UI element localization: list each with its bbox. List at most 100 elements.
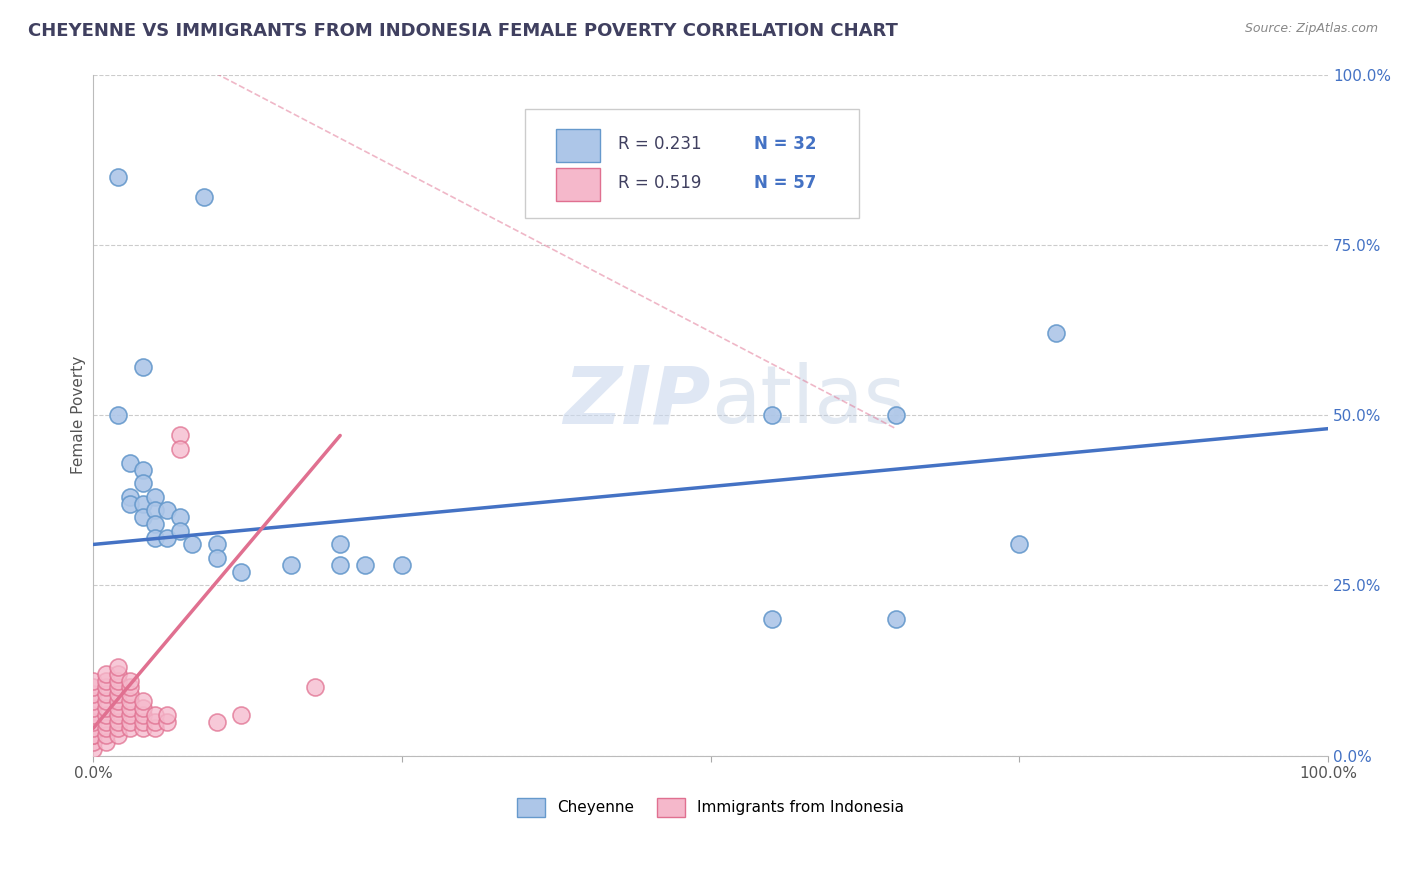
- Legend: Cheyenne, Immigrants from Indonesia: Cheyenne, Immigrants from Indonesia: [512, 792, 910, 822]
- Point: [193, 190, 215, 204]
- Point: [107, 694, 129, 708]
- Point: [354, 558, 377, 572]
- Point: [143, 722, 166, 736]
- Point: [169, 428, 191, 442]
- Point: [94, 681, 117, 695]
- Point: [131, 714, 153, 729]
- Point: [131, 707, 153, 722]
- Text: ZIP: ZIP: [564, 362, 710, 441]
- Point: [761, 612, 783, 626]
- Point: [94, 714, 117, 729]
- Text: R = 0.231: R = 0.231: [619, 135, 702, 153]
- Point: [107, 714, 129, 729]
- Point: [107, 681, 129, 695]
- Point: [107, 408, 129, 422]
- Point: [82, 735, 104, 749]
- Point: [761, 408, 783, 422]
- Point: [82, 728, 104, 742]
- Point: [156, 503, 179, 517]
- Point: [120, 456, 142, 470]
- Point: [156, 707, 179, 722]
- Point: [884, 612, 907, 626]
- Point: [143, 490, 166, 504]
- Point: [120, 722, 142, 736]
- Point: [131, 462, 153, 476]
- Point: [107, 701, 129, 715]
- Point: [120, 497, 142, 511]
- Point: [82, 728, 104, 742]
- Point: [131, 694, 153, 708]
- Point: [120, 681, 142, 695]
- Point: [107, 722, 129, 736]
- Point: [82, 687, 104, 701]
- Point: [181, 537, 204, 551]
- Text: N = 57: N = 57: [754, 175, 817, 193]
- Point: [131, 722, 153, 736]
- Point: [120, 707, 142, 722]
- Point: [169, 524, 191, 538]
- Point: [304, 681, 326, 695]
- Point: [82, 673, 104, 688]
- Point: [131, 701, 153, 715]
- Point: [94, 694, 117, 708]
- Point: [107, 687, 129, 701]
- Point: [205, 714, 228, 729]
- Text: R = 0.519: R = 0.519: [619, 175, 702, 193]
- Point: [120, 490, 142, 504]
- Point: [94, 728, 117, 742]
- Point: [120, 673, 142, 688]
- Point: [120, 687, 142, 701]
- Point: [1045, 326, 1067, 341]
- Text: CHEYENNE VS IMMIGRANTS FROM INDONESIA FEMALE POVERTY CORRELATION CHART: CHEYENNE VS IMMIGRANTS FROM INDONESIA FE…: [28, 22, 898, 40]
- Point: [94, 687, 117, 701]
- Point: [107, 673, 129, 688]
- Point: [143, 531, 166, 545]
- Point: [329, 537, 352, 551]
- Point: [94, 673, 117, 688]
- Point: [82, 681, 104, 695]
- FancyBboxPatch shape: [526, 109, 859, 218]
- Point: [131, 497, 153, 511]
- Point: [120, 714, 142, 729]
- Point: [231, 707, 253, 722]
- Point: [107, 707, 129, 722]
- Point: [82, 722, 104, 736]
- Point: [329, 558, 352, 572]
- Point: [82, 694, 104, 708]
- Point: [280, 558, 302, 572]
- Bar: [557, 168, 599, 201]
- Point: [205, 551, 228, 566]
- Point: [131, 476, 153, 491]
- Point: [120, 701, 142, 715]
- Point: [94, 701, 117, 715]
- Point: [107, 169, 129, 184]
- Point: [82, 714, 104, 729]
- Point: [884, 408, 907, 422]
- Point: [82, 741, 104, 756]
- Point: [143, 503, 166, 517]
- Text: atlas: atlas: [710, 362, 905, 441]
- Point: [169, 442, 191, 456]
- Point: [156, 531, 179, 545]
- Point: [131, 510, 153, 524]
- Point: [107, 660, 129, 674]
- Text: Source: ZipAtlas.com: Source: ZipAtlas.com: [1244, 22, 1378, 36]
- Point: [156, 714, 179, 729]
- Point: [94, 707, 117, 722]
- Point: [107, 728, 129, 742]
- Point: [1008, 537, 1031, 551]
- Point: [94, 666, 117, 681]
- Text: N = 32: N = 32: [754, 135, 817, 153]
- Point: [82, 707, 104, 722]
- Point: [82, 701, 104, 715]
- Point: [391, 558, 413, 572]
- Point: [143, 516, 166, 531]
- Y-axis label: Female Poverty: Female Poverty: [72, 356, 86, 475]
- Point: [94, 722, 117, 736]
- Point: [143, 707, 166, 722]
- Point: [94, 735, 117, 749]
- Point: [205, 537, 228, 551]
- Point: [231, 565, 253, 579]
- Point: [107, 666, 129, 681]
- Bar: [557, 129, 599, 161]
